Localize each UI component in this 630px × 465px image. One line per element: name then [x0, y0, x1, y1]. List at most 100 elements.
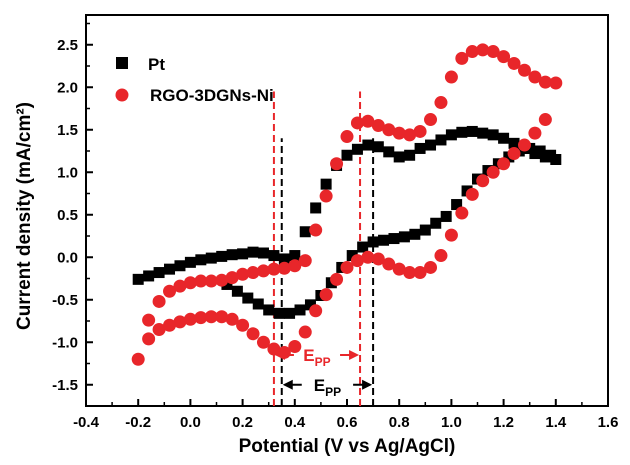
y-tick-label: -1.0	[52, 334, 78, 351]
data-point-rgo	[340, 260, 354, 274]
data-point-pt	[545, 149, 557, 161]
y-tick-label: -1.5	[52, 377, 78, 394]
y-tick-label: 0.0	[57, 249, 78, 266]
epp-rgo-label-subscript: PP	[315, 355, 331, 369]
data-point-rgo	[204, 274, 218, 288]
x-tick-label: 1.0	[441, 414, 462, 431]
data-point-rgo	[486, 165, 500, 179]
data-point-rgo	[424, 113, 438, 127]
data-point-rgo	[497, 50, 511, 64]
data-point-rgo	[382, 123, 396, 137]
data-point-pt	[430, 217, 442, 229]
data-point-rgo	[382, 257, 396, 271]
x-tick-label: 1.6	[598, 414, 619, 431]
data-point-pt	[226, 249, 238, 261]
data-point-pt	[534, 145, 546, 157]
data-point-pt	[409, 228, 421, 240]
y-tick-label: 2.5	[57, 37, 78, 54]
data-point-rgo	[340, 130, 354, 144]
data-point-pt	[398, 231, 410, 243]
y-tick-label: 2.0	[57, 79, 78, 96]
data-point-pt	[456, 126, 468, 138]
y-tick-label: -0.5	[52, 292, 78, 309]
x-axis-title: Potential (V vs Ag/AgCl)	[239, 436, 456, 457]
epp-rgo-arrowhead-left	[274, 350, 285, 360]
data-point-rgo	[486, 45, 500, 59]
data-point-rgo	[465, 187, 479, 201]
data-point-pt	[378, 234, 390, 246]
series-pt	[132, 125, 562, 319]
data-point-rgo	[194, 274, 208, 288]
data-point-pt	[242, 292, 254, 304]
data-point-rgo	[549, 76, 563, 90]
data-point-pt	[278, 253, 290, 265]
data-point-rgo	[455, 206, 469, 220]
data-point-rgo	[444, 70, 458, 84]
x-tick-label: 1.2	[493, 414, 514, 431]
data-point-rgo	[507, 147, 521, 161]
data-point-rgo	[142, 313, 156, 327]
data-point-pt	[404, 149, 416, 161]
legend: Pt RGO-3DGNs-Ni	[115, 55, 274, 105]
data-point-rgo	[403, 266, 417, 280]
data-point-rgo	[183, 276, 197, 290]
data-point-pt	[294, 304, 306, 316]
data-point-rgo	[455, 51, 469, 65]
data-point-pt	[351, 143, 363, 155]
data-point-rgo	[288, 259, 302, 273]
data-point-rgo	[225, 312, 239, 326]
epp-rgo-arrowhead-right	[349, 350, 360, 360]
data-point-pt	[268, 250, 280, 262]
data-point-rgo	[215, 273, 229, 287]
x-tick-label: 0.6	[337, 414, 358, 431]
x-tick-label: 0.8	[389, 414, 410, 431]
data-point-rgo	[256, 335, 270, 349]
data-point-rgo	[277, 261, 291, 275]
data-point-rgo	[497, 157, 511, 171]
data-point-pt	[477, 127, 489, 139]
data-point-pt	[357, 241, 369, 253]
data-point-pt	[216, 250, 228, 262]
legend-label-rgo: RGO-3DGNs-Ni	[150, 86, 274, 105]
data-point-rgo	[434, 96, 448, 110]
data-point-rgo	[361, 114, 375, 128]
data-point-pt	[419, 224, 431, 236]
epp-pt-label-subscript: PP	[325, 385, 341, 399]
data-point-pt	[372, 141, 384, 153]
data-point-pt	[508, 137, 520, 149]
data-point-pt	[393, 151, 405, 163]
data-marks	[131, 43, 563, 366]
x-tick-label: -0.4	[73, 414, 100, 431]
data-point-pt	[304, 299, 316, 311]
data-point-rgo	[538, 113, 552, 127]
data-point-rgo	[413, 266, 427, 280]
data-point-rgo	[476, 174, 490, 188]
data-point-pt	[132, 273, 144, 285]
data-point-pt	[143, 270, 155, 282]
data-point-rgo	[309, 304, 323, 318]
data-point-rgo	[517, 63, 531, 77]
data-point-rgo	[215, 310, 229, 324]
data-point-rgo	[528, 70, 542, 84]
data-point-rgo	[371, 119, 385, 132]
data-point-rgo	[256, 264, 270, 278]
data-point-rgo	[361, 250, 375, 264]
data-point-rgo	[194, 311, 208, 325]
data-point-pt	[205, 252, 217, 264]
data-point-pt	[231, 285, 243, 297]
data-point-rgo	[246, 327, 260, 341]
x-tick-label: 0.2	[232, 414, 253, 431]
data-point-pt	[237, 248, 249, 260]
data-point-pt	[221, 278, 233, 290]
x-tick-label: -0.2	[125, 414, 151, 431]
data-point-pt	[383, 146, 395, 158]
series-rgo	[131, 43, 563, 366]
data-point-pt	[487, 129, 499, 141]
tick-labels: -0.4 -0.2 0.0 0.2 0.4 0.6 0.8 1.0 1.2 1.4 1.6 -1.5 -…	[52, 37, 618, 431]
data-point-pt	[195, 254, 207, 266]
data-point-pt	[257, 247, 269, 259]
x-tick-label: 0.0	[180, 414, 201, 431]
data-point-rgo	[288, 340, 302, 353]
data-point-pt	[289, 250, 301, 262]
data-point-pt	[362, 139, 374, 151]
